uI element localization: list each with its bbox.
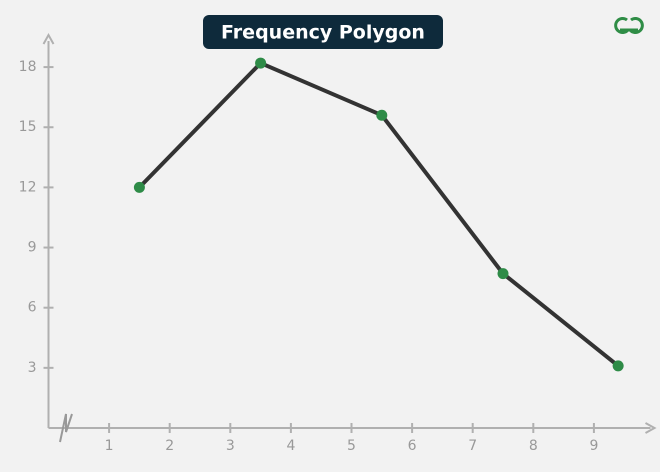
x-tick-label: 1 (105, 438, 114, 454)
point (497, 268, 509, 280)
point (255, 57, 267, 69)
logo (614, 17, 644, 34)
y-tick-label: 18 (19, 59, 37, 75)
y-tick-label: 3 (28, 360, 37, 376)
x-tick-label: 8 (529, 438, 538, 454)
x-tick-label: 4 (286, 438, 295, 454)
point (612, 360, 624, 372)
y-tick-label: 6 (28, 300, 37, 316)
y-tick-label: 12 (19, 179, 37, 195)
x-tick-label: 2 (165, 438, 174, 454)
point (133, 181, 145, 193)
x-axis-arrow (645, 422, 657, 434)
x-tick-label: 7 (468, 438, 477, 454)
x-tick-label: 5 (347, 438, 356, 454)
point (376, 109, 388, 121)
chart-title: Frequency Polygon (221, 22, 425, 44)
title-box (203, 15, 443, 49)
x-tick-label: 9 (589, 438, 598, 454)
y-axis-arrow (42, 32, 55, 45)
y-tick-label: 15 (19, 119, 37, 135)
y-tick-label: 9 (28, 240, 37, 256)
axis-break (59, 413, 73, 443)
x-tick-label: 3 (226, 438, 235, 454)
x-tick-label: 6 (408, 438, 417, 454)
